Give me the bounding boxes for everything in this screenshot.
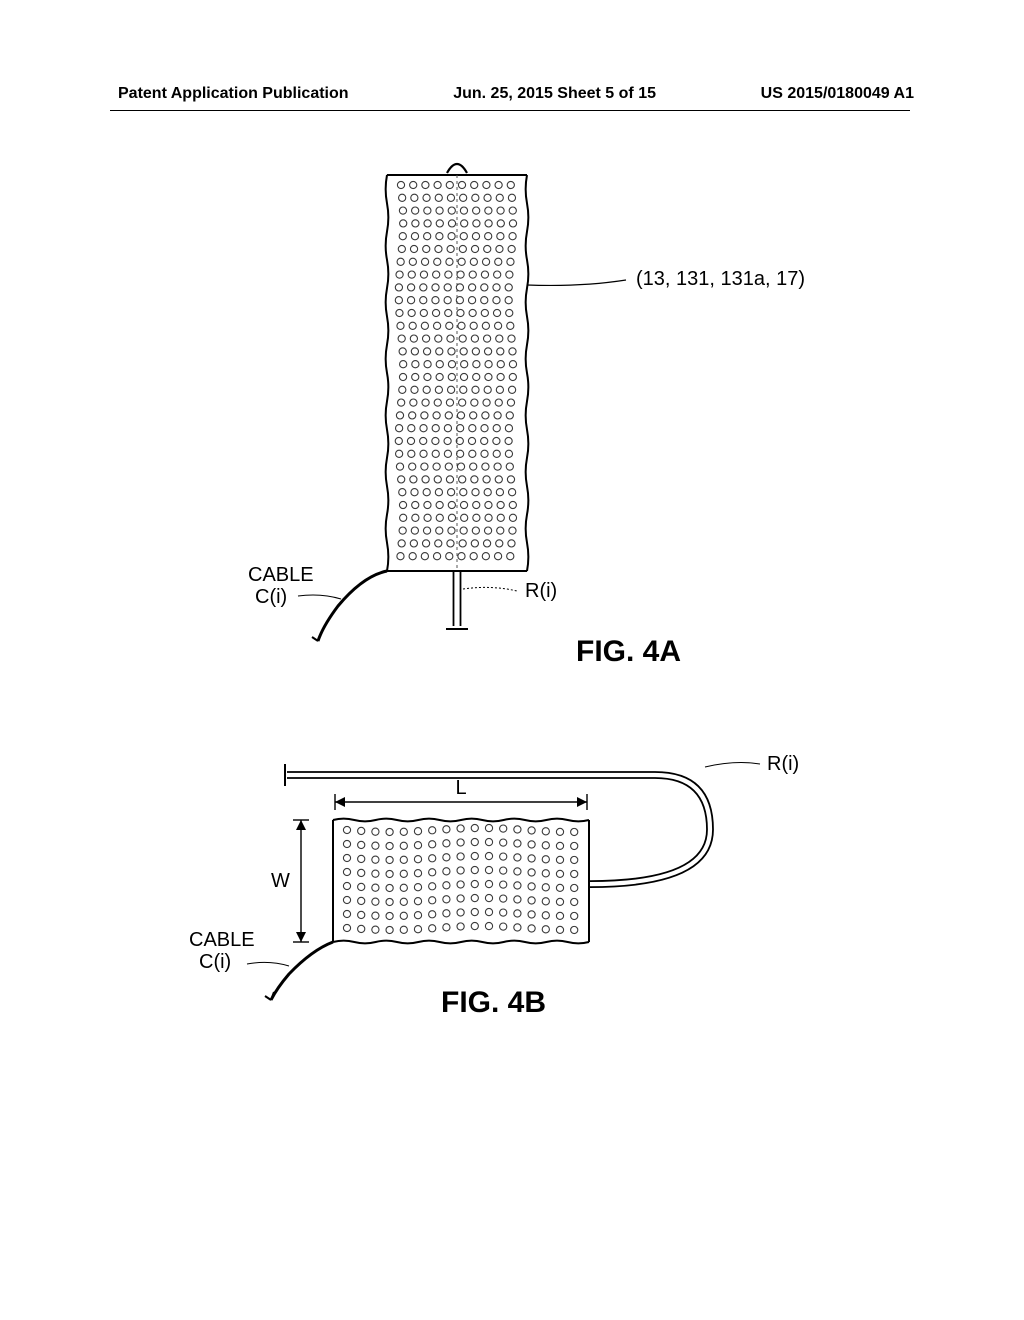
svg-text:FIG. 4B: FIG. 4B bbox=[441, 986, 546, 1019]
figure-area: (13, 131, 131a, 17)R(i)CABLEC(i)FIG. 4A … bbox=[0, 160, 1024, 1140]
svg-text:CABLE: CABLE bbox=[248, 564, 314, 586]
svg-text:CABLE: CABLE bbox=[189, 929, 255, 951]
header-center: Jun. 25, 2015 Sheet 5 of 15 bbox=[453, 85, 656, 103]
svg-text:W: W bbox=[271, 870, 290, 892]
fig-4b: R(i) L W CABLEC(i) FIG. 4B bbox=[0, 755, 1024, 1135]
svg-text:R(i): R(i) bbox=[525, 580, 557, 602]
fig-4a: (13, 131, 131a, 17) R(i) CABLEC(i) FIG. 4A bbox=[0, 160, 1024, 740]
page-header: Patent Application Publication Jun. 25, … bbox=[0, 85, 1024, 103]
svg-text:L: L bbox=[455, 777, 466, 799]
svg-text:R(i): R(i) bbox=[767, 755, 799, 775]
header-rule bbox=[110, 110, 910, 111]
svg-text:C(i): C(i) bbox=[255, 586, 287, 608]
header-left: Patent Application Publication bbox=[118, 85, 349, 103]
svg-text:FIG. 4A: FIG. 4A bbox=[576, 635, 681, 668]
svg-text:C(i): C(i) bbox=[199, 951, 231, 973]
header-right: US 2015/0180049 A1 bbox=[761, 85, 914, 103]
svg-text:(13, 131, 131a, 17): (13, 131, 131a, 17) bbox=[636, 268, 805, 290]
